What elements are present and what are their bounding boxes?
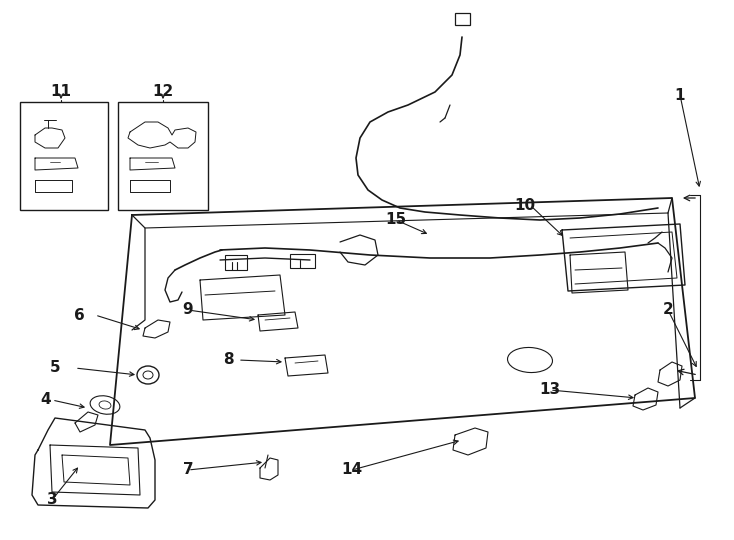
Bar — [225, 255, 247, 270]
Text: 6: 6 — [73, 307, 84, 322]
Text: 9: 9 — [183, 302, 193, 318]
Bar — [455, 13, 470, 25]
Text: 15: 15 — [385, 213, 407, 227]
Text: 14: 14 — [341, 462, 363, 477]
Bar — [20, 102, 108, 210]
Bar — [118, 102, 208, 210]
Text: 4: 4 — [40, 393, 51, 408]
Text: 5: 5 — [50, 361, 60, 375]
Text: 1: 1 — [675, 87, 686, 103]
Text: 12: 12 — [153, 84, 174, 99]
Text: 7: 7 — [183, 462, 193, 477]
Bar — [290, 254, 315, 268]
Text: 10: 10 — [515, 198, 536, 213]
Text: 3: 3 — [47, 492, 57, 508]
Text: 13: 13 — [539, 382, 561, 397]
Text: 2: 2 — [663, 302, 673, 318]
Text: 11: 11 — [51, 84, 71, 99]
Text: 8: 8 — [222, 353, 233, 368]
